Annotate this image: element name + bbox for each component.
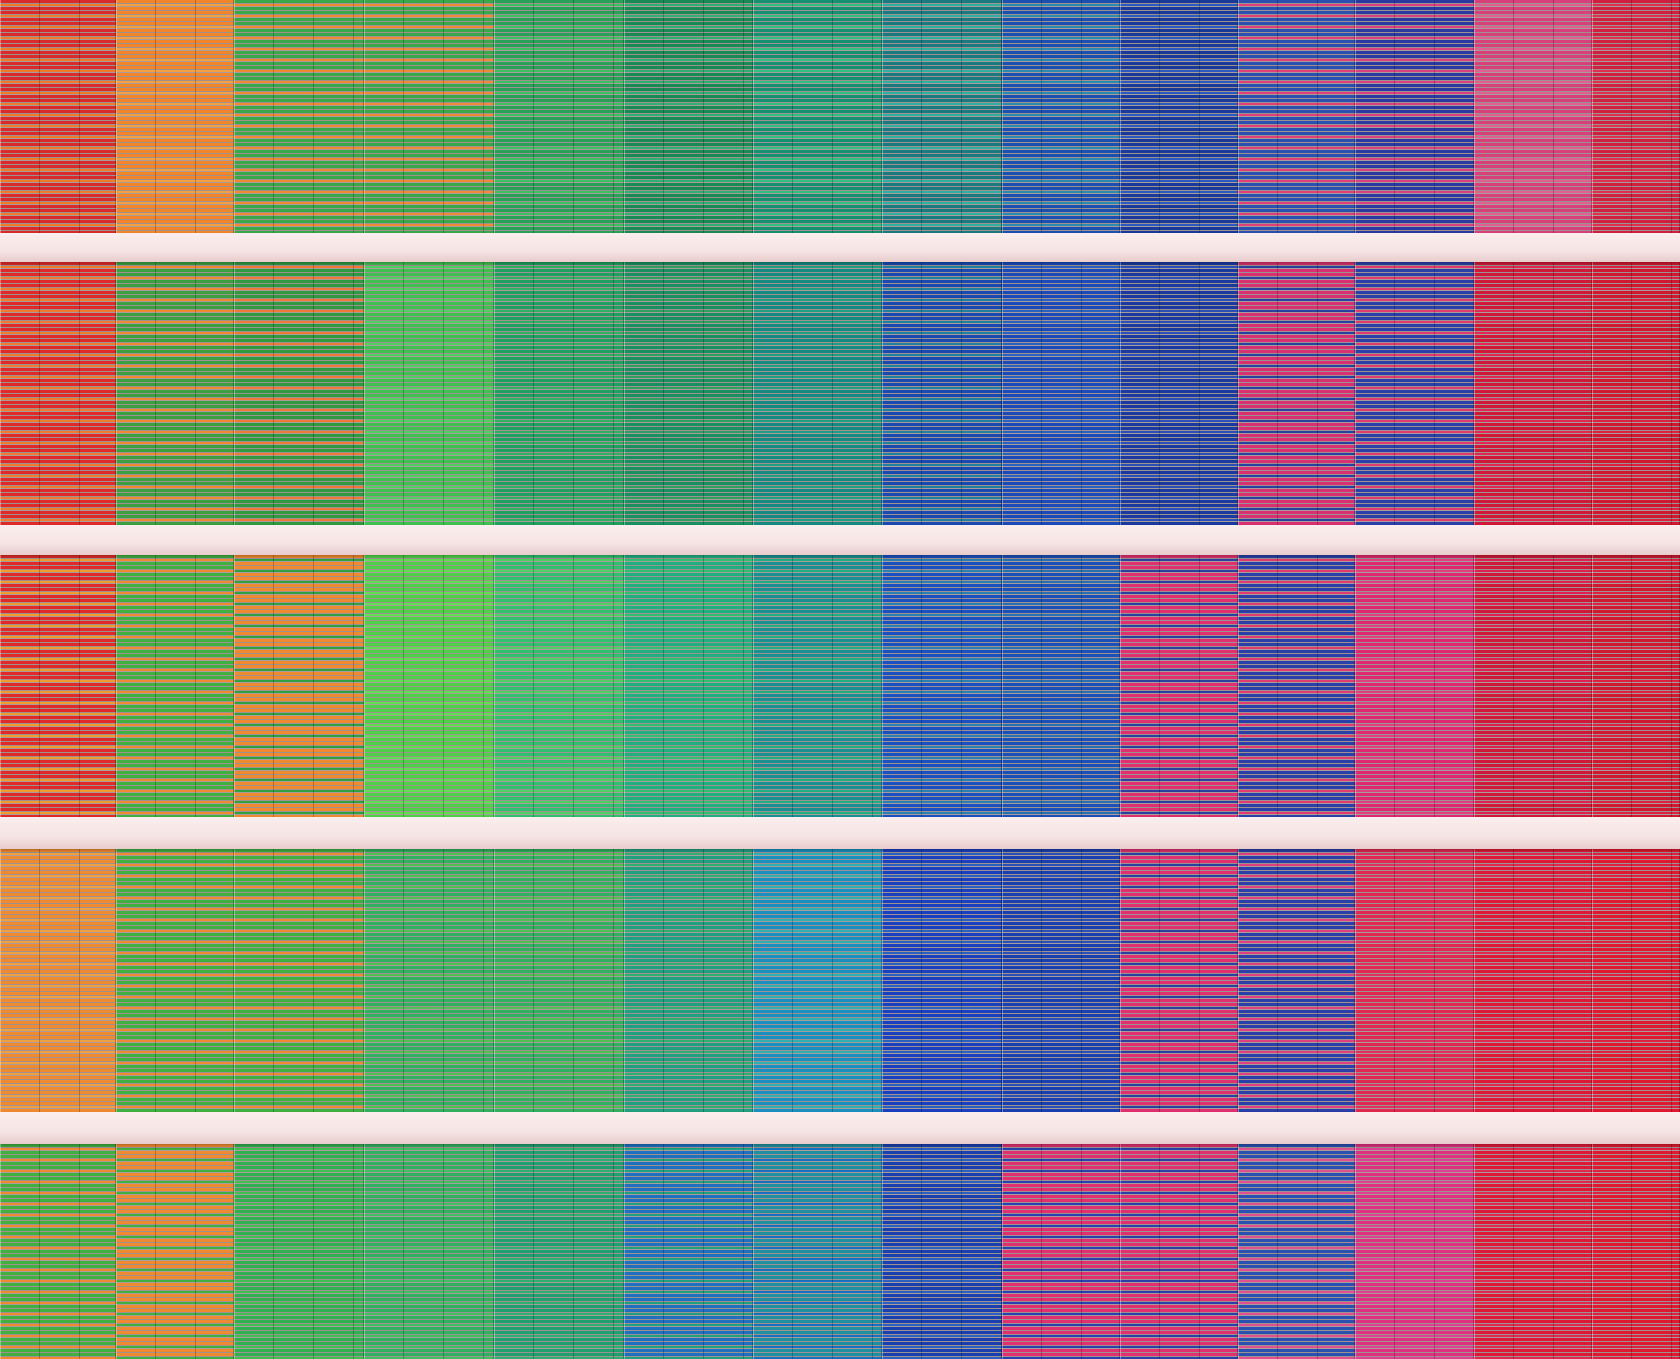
window-blind [1238,849,1355,1112]
window-blind [882,849,1002,1112]
window-blind [1120,849,1238,1112]
window-blind [1474,849,1592,1112]
window-blind [624,0,753,233]
window-blind [1474,0,1592,233]
window-blind [0,262,116,525]
window-blind [234,555,364,817]
window-blind [116,0,234,233]
window-blind [364,1144,494,1359]
window-blind [1002,1144,1120,1359]
window-blind [494,849,624,1112]
window-blind [0,555,116,817]
window-blind [494,555,624,817]
window-blind [624,262,753,525]
window-blind [624,555,753,817]
window-blind [1592,262,1680,525]
window-blind [0,1144,116,1359]
window-blind [234,849,364,1112]
window-blind [1592,0,1680,233]
window-blind [1238,0,1355,233]
floor-slab [0,1112,1680,1144]
window-blind [1355,0,1474,233]
window-blind [1002,849,1120,1112]
window-blind [494,1144,624,1359]
window-blind [364,0,494,233]
window-blind [364,849,494,1112]
window-blind [1474,1144,1592,1359]
window-blind [1002,0,1120,233]
window-blind [1120,0,1238,233]
window-blind [882,555,1002,817]
window-blind [0,0,116,233]
window-blind [1120,262,1238,525]
window-blind [116,555,234,817]
window-blind [234,0,364,233]
window-blind [494,262,624,525]
window-blind [1474,555,1592,817]
window-blind [1002,262,1120,525]
window-blind [1474,262,1592,525]
window-blind [882,0,1002,233]
window-blind [1592,1144,1680,1359]
window-blind [1355,555,1474,817]
window-blind [364,555,494,817]
window-blind [494,0,624,233]
window-blind [1002,555,1120,817]
window-blind [116,262,234,525]
window-blind [1355,849,1474,1112]
window-blind [753,849,882,1112]
window-blind [753,262,882,525]
window-blind [234,262,364,525]
window-blind [1592,555,1680,817]
floor-slab [0,817,1680,849]
window-blind [0,849,116,1112]
window-blind [882,1144,1002,1359]
window-blind [624,1144,753,1359]
floor-slab [0,525,1680,555]
window-blind [364,262,494,525]
window-blind [753,555,882,817]
window-blind [116,849,234,1112]
window-blind [624,849,753,1112]
window-blind [753,1144,882,1359]
floor-slab [0,233,1680,262]
window-blind [1355,1144,1474,1359]
window-blind [1238,1144,1355,1359]
window-blind [1238,262,1355,525]
window-blind [1592,849,1680,1112]
window-blind [234,1144,364,1359]
window-blind [1120,1144,1238,1359]
window-blind [116,1144,234,1359]
window-blind [1238,555,1355,817]
window-blind [1355,262,1474,525]
window-blind [1120,555,1238,817]
window-blind [753,0,882,233]
window-blind [882,262,1002,525]
